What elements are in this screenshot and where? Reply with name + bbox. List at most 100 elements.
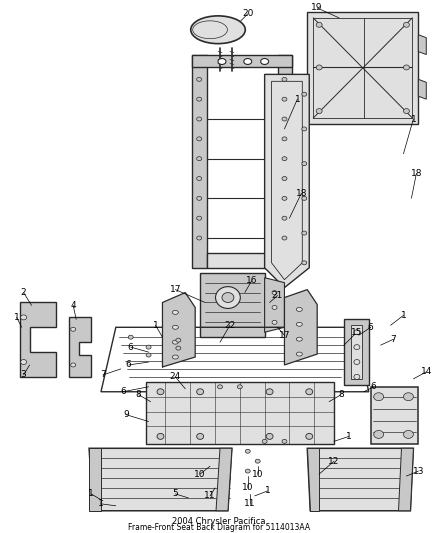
Text: 14: 14 [420,367,432,376]
Text: 10: 10 [242,483,254,492]
Text: 16: 16 [246,276,258,285]
Ellipse shape [302,161,307,166]
Ellipse shape [197,389,204,395]
Text: 1: 1 [153,321,159,330]
Text: 7: 7 [391,335,396,344]
Ellipse shape [297,308,302,311]
Ellipse shape [302,92,307,96]
Ellipse shape [71,363,76,367]
Ellipse shape [282,137,287,141]
Ellipse shape [218,59,226,64]
Ellipse shape [157,389,164,395]
Polygon shape [307,448,413,511]
Polygon shape [145,382,334,445]
Polygon shape [69,317,91,377]
Text: 17: 17 [170,285,181,294]
Ellipse shape [173,310,178,314]
Ellipse shape [245,449,250,453]
Ellipse shape [173,325,178,329]
Text: 5: 5 [173,489,178,498]
Ellipse shape [197,176,201,181]
Polygon shape [265,75,309,288]
Ellipse shape [146,353,151,357]
Ellipse shape [215,287,240,309]
Text: 6: 6 [128,343,134,352]
Text: 2004 Chrysler Pacifica: 2004 Chrysler Pacifica [172,516,266,526]
Text: Frame-Front Seat Back Diagram for 5114013AA: Frame-Front Seat Back Diagram for 511401… [128,523,310,532]
Ellipse shape [302,231,307,235]
Polygon shape [351,325,362,379]
Text: 20: 20 [242,10,254,18]
Polygon shape [216,448,232,511]
Polygon shape [418,79,426,99]
Polygon shape [399,448,413,511]
Polygon shape [89,448,101,511]
Ellipse shape [266,433,273,439]
Ellipse shape [282,216,287,220]
Polygon shape [207,253,278,268]
Text: 21: 21 [272,291,283,300]
Ellipse shape [222,293,234,303]
Polygon shape [20,303,57,377]
Polygon shape [89,448,232,511]
Ellipse shape [302,196,307,200]
Ellipse shape [272,305,277,310]
Ellipse shape [218,385,223,389]
Text: 1: 1 [401,311,406,320]
Text: 1: 1 [14,313,20,322]
Ellipse shape [354,330,360,335]
Text: 1: 1 [410,115,416,124]
Text: 18: 18 [410,169,422,178]
Text: 22: 22 [224,321,236,330]
Text: 6: 6 [368,323,374,332]
Ellipse shape [255,459,260,463]
Ellipse shape [306,389,313,395]
Text: 6: 6 [371,382,377,391]
Text: 1: 1 [346,432,352,441]
Text: 17: 17 [279,330,290,340]
Ellipse shape [374,431,384,438]
Ellipse shape [403,22,410,27]
Ellipse shape [403,393,413,401]
Ellipse shape [237,385,242,389]
Text: 13: 13 [413,466,424,475]
Text: 18: 18 [296,189,307,198]
Ellipse shape [297,352,302,356]
Ellipse shape [21,315,27,320]
Text: 11: 11 [204,491,216,500]
Text: 19: 19 [311,3,323,12]
Text: 6: 6 [126,360,132,369]
Ellipse shape [197,137,201,141]
Polygon shape [162,293,195,367]
Text: 8: 8 [338,390,344,399]
Ellipse shape [157,433,164,439]
Polygon shape [200,273,265,337]
Ellipse shape [302,127,307,131]
Ellipse shape [262,439,267,443]
Ellipse shape [282,439,287,443]
Ellipse shape [21,360,27,365]
Ellipse shape [197,433,204,439]
Text: 11: 11 [244,499,255,508]
Polygon shape [344,319,369,385]
Ellipse shape [176,346,181,350]
Ellipse shape [282,196,287,200]
Ellipse shape [261,59,268,64]
Ellipse shape [282,157,287,160]
Text: 6: 6 [120,387,126,396]
Ellipse shape [71,327,76,331]
Ellipse shape [297,322,302,326]
Polygon shape [307,448,319,511]
Ellipse shape [197,216,201,220]
Text: 1: 1 [265,487,271,496]
Text: 15: 15 [351,328,363,337]
Text: 7: 7 [100,370,106,379]
Ellipse shape [403,431,413,438]
Text: 4: 4 [71,301,76,310]
Text: 12: 12 [328,457,340,466]
Text: 1: 1 [98,499,104,508]
Ellipse shape [197,77,201,82]
Ellipse shape [176,338,181,342]
Ellipse shape [316,109,322,114]
Ellipse shape [354,374,360,379]
